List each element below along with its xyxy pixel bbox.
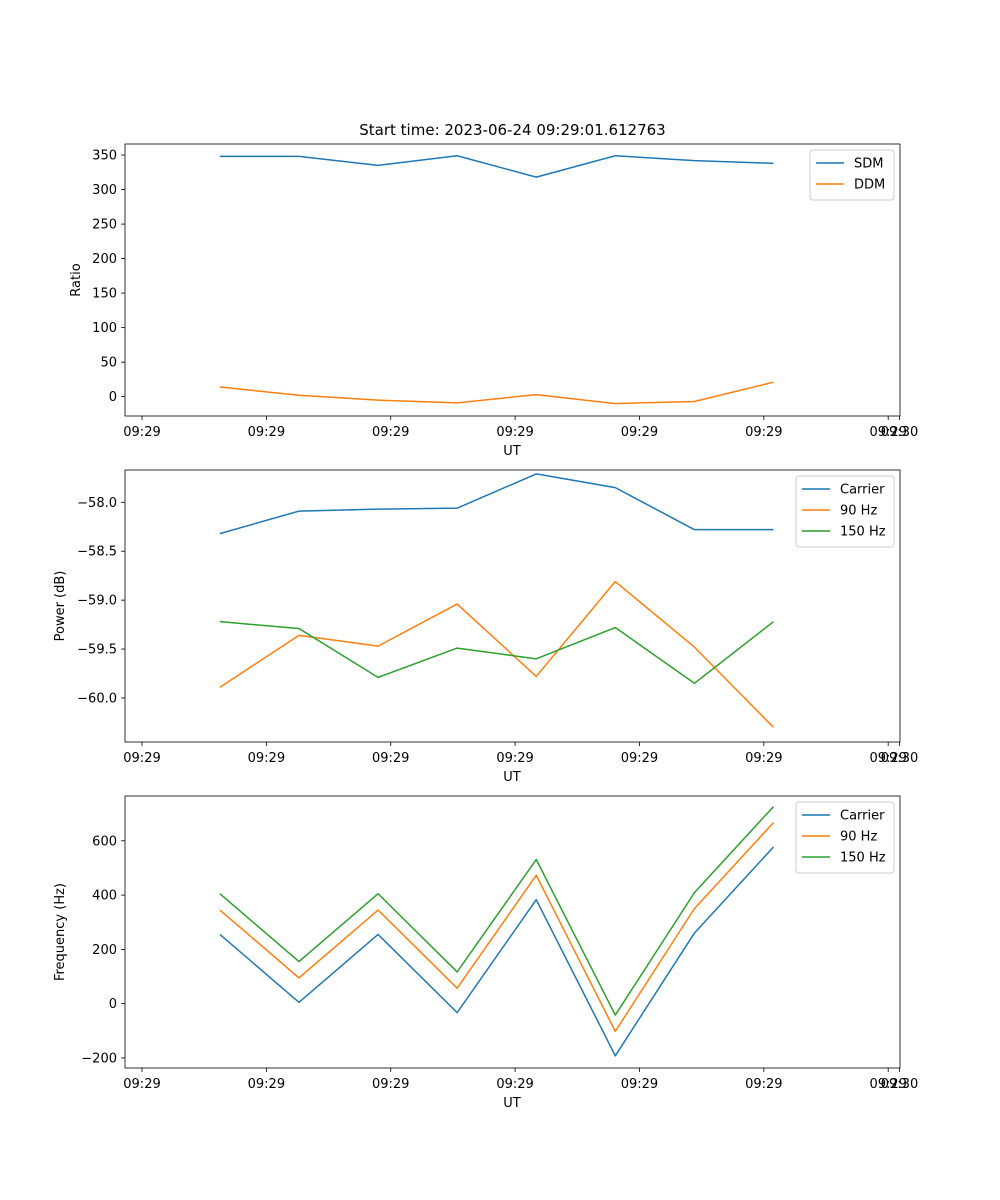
series-line-sdm — [219, 154, 774, 178]
series-line-ddm — [219, 381, 774, 405]
legend: SDM DDM — [809, 149, 895, 201]
x-tick-label: 09:29 — [248, 751, 285, 766]
legend-label-150-hz: 150 Hz — [840, 525, 886, 540]
chart-title: Start time: 2023-06-24 09:29:01.612763 — [359, 121, 665, 139]
legend: Carrier 90 Hz 150 Hz — [795, 475, 895, 548]
y-axis-label: Power (dB) — [53, 571, 68, 642]
y-tick-label: 50 — [100, 356, 117, 371]
x-axis-label: UT — [503, 770, 521, 785]
y-tick-label: −200 — [81, 1051, 117, 1066]
axes-frame — [124, 143, 901, 417]
y-tick-label: −59.5 — [77, 643, 117, 658]
legend-label-ddm: DDM — [854, 178, 885, 193]
x-tick-label: 09:29 — [496, 1077, 533, 1092]
legend-label-90-hz: 90 Hz — [840, 504, 877, 519]
x-tick-label: 09:29 — [372, 1077, 409, 1092]
y-tick-label: 350 — [92, 149, 117, 164]
x-tick-label: 09:29 — [621, 425, 658, 440]
series-line-90-hz — [219, 822, 775, 1033]
axes-frame — [124, 795, 901, 1069]
series-line-150-hz — [219, 620, 774, 685]
y-tick-label: 250 — [92, 218, 117, 233]
legend: Carrier 90 Hz 150 Hz — [795, 801, 895, 874]
x-tick-label: 09:29 — [123, 425, 160, 440]
chart-panel-3: 09:29 09:29 09:29 09:29 09:29 09:29 09:2909:30… — [53, 795, 918, 1111]
y-tick-label: −59.0 — [77, 594, 117, 609]
legend-label-150-hz: 150 Hz — [840, 851, 886, 866]
x-tick-label: 09:29 — [869, 1077, 906, 1092]
y-tick-label: 200 — [92, 252, 117, 267]
x-tick-label: 09:29 — [496, 751, 533, 766]
x-tick-label: 09:29 — [869, 751, 906, 766]
y-tick-label: 400 — [92, 889, 117, 904]
y-tick-label: 0 — [109, 997, 117, 1012]
x-tick-label: 09:30 — [881, 1077, 918, 1092]
y-tick-label: −60.0 — [77, 691, 117, 706]
y-tick-label: −58.5 — [77, 545, 117, 560]
y-tick-label: 600 — [92, 834, 117, 849]
y-tick-label: 100 — [92, 321, 117, 336]
x-tick-label: 09:30 — [881, 751, 918, 766]
x-tick-label: 09:29 — [248, 1077, 285, 1092]
legend-box — [795, 801, 895, 874]
legend-label-90-hz: 90 Hz — [840, 830, 877, 845]
y-tick-label: 150 — [92, 287, 117, 302]
x-tick-label: 09:29 — [372, 425, 409, 440]
chart-panel-2: 09:29 09:29 09:29 09:29 09:29 09:29 09:2909:30… — [53, 469, 918, 785]
x-tick-label: 09:29 — [621, 751, 658, 766]
y-tick-label: 200 — [92, 943, 117, 958]
axes-frame — [124, 469, 901, 743]
y-tick-label: 300 — [92, 183, 117, 198]
x-tick-label: 09:29 — [869, 425, 906, 440]
x-tick-label: 09:29 — [621, 1077, 658, 1092]
series-line-carrier — [219, 846, 775, 1057]
legend-label-carrier: Carrier — [840, 809, 885, 824]
series-line-carrier — [219, 473, 774, 535]
x-tick-label: 09:29 — [496, 425, 533, 440]
y-tick-label: −58.0 — [77, 496, 117, 511]
x-axis-label: UT — [503, 444, 521, 459]
chart-panel-1: 09:29 09:29 09:29 09:29 09:29 09:29 09:2909:30… — [69, 121, 918, 459]
x-tick-label: 09:29 — [372, 751, 409, 766]
legend-label-carrier: Carrier — [840, 483, 885, 498]
x-tick-label: 09:29 — [123, 1077, 160, 1092]
x-tick-label: 09:29 — [745, 425, 782, 440]
series-line-150-hz — [219, 806, 775, 1016]
legend-label-sdm: SDM — [854, 157, 883, 172]
x-axis-label: UT — [503, 1096, 521, 1111]
y-axis-label: Frequency (Hz) — [53, 883, 68, 981]
x-tick-label: 09:29 — [123, 751, 160, 766]
x-tick-label: 09:30 — [881, 425, 918, 440]
legend-box — [795, 475, 895, 548]
x-tick-label: 09:29 — [248, 425, 285, 440]
y-tick-label: 0 — [109, 390, 117, 405]
y-axis-label: Ratio — [69, 263, 84, 296]
x-tick-label: 09:29 — [745, 751, 782, 766]
x-tick-label: 09:29 — [745, 1077, 782, 1092]
